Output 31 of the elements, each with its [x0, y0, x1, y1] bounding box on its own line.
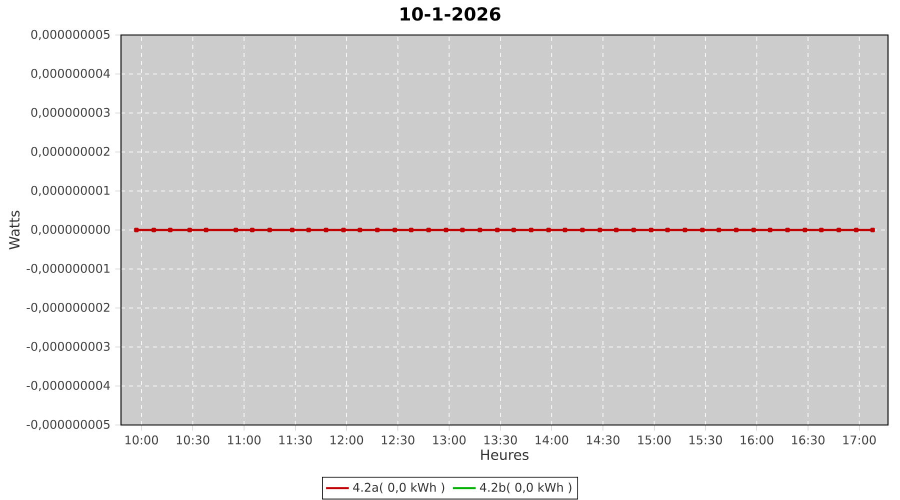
x-tick-label: 10:30: [176, 435, 210, 444]
y-tick-label: 0,000000002: [31, 146, 110, 158]
y-axis-title: Watts: [9, 210, 20, 250]
x-tick-label: 13:30: [484, 435, 517, 444]
y-tick-label: -0,000000001: [26, 264, 110, 274]
x-tick-label: 11:00: [228, 435, 261, 444]
x-tick-label: 14:30: [586, 435, 620, 444]
x-tick-label: 11:30: [279, 435, 312, 444]
x-tick-label: 14:00: [536, 435, 568, 444]
y-tick-label: 0,000000003: [31, 108, 110, 118]
x-tick-label: 16:00: [740, 435, 774, 444]
y-tick-label: -0,000000002: [26, 302, 110, 314]
legend-label: 4.2b( 0,0 kWh ): [480, 482, 572, 494]
legend-label: 4.2a( 0,0 kWh ): [353, 482, 444, 494]
chart-title: 10-1-2026: [400, 7, 500, 21]
y-tick-label: -0,000000005: [26, 420, 110, 430]
x-tick-label: 12:30: [382, 435, 414, 444]
y-tick-label: 0,000000001: [31, 186, 110, 196]
y-tick-label: -0,000000003: [26, 342, 110, 352]
x-tick-label: 12:00: [330, 435, 364, 444]
y-tick-label: -0,000000004: [26, 380, 110, 392]
y-tick-label: 0,000000004: [31, 68, 110, 80]
x-tick-label: 15:30: [690, 435, 722, 444]
x-tick-label: 13:00: [433, 435, 466, 444]
y-tick-label: 0,000000000: [31, 224, 110, 236]
x-tick-label: 15:00: [638, 435, 671, 444]
y-tick-label: 0,000000005: [31, 30, 110, 40]
x-tick-label: 10:00: [126, 435, 158, 444]
x-tick-label: 16:30: [792, 435, 825, 444]
x-tick-label: 17:00: [843, 435, 876, 444]
x-axis-title: Heures: [481, 450, 529, 460]
